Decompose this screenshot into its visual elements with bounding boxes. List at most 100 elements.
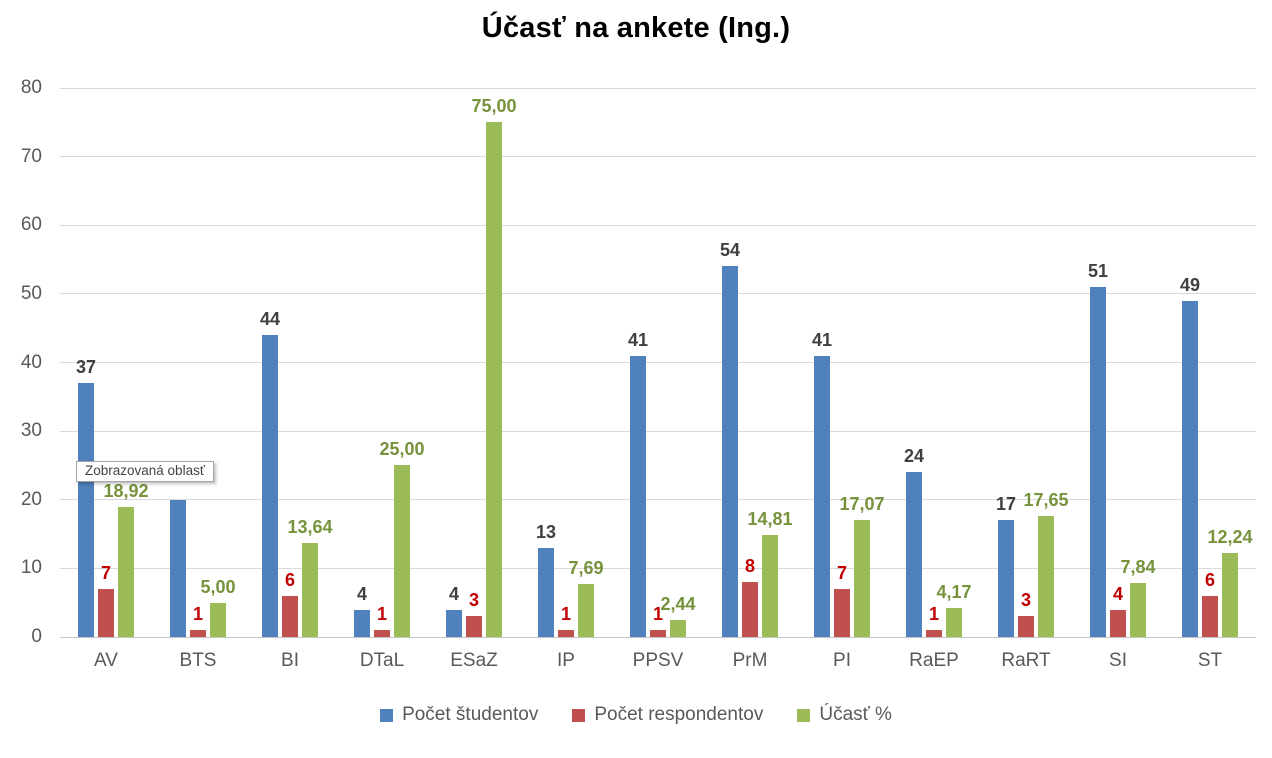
bar-value-label: 41 [811, 329, 833, 350]
legend-item-počet-respondentov[interactable]: Počet respondentov [572, 704, 763, 726]
bar-group-PPSV: 41 1 2,44 [612, 88, 704, 637]
plot-area-tooltip: Zobrazovaná oblasť [76, 461, 214, 482]
bar-účasť-%-DTaL[interactable]: 25,00 [379, 439, 425, 637]
bar-účasť-%-RaEP[interactable]: 4,17 [936, 582, 972, 637]
bar-počet-študentov-PI[interactable]: 41 [812, 330, 832, 637]
bar-počet-respondentov-BTS[interactable]: 1 [190, 604, 206, 637]
bar-počet-študentov-DTaL[interactable]: 4 [354, 584, 370, 637]
gridline [60, 224, 1256, 226]
gridline [60, 156, 1256, 158]
plot-area[interactable]: 37 7 18,92 1 5,00 44 6 13,64 4 1 25,00 4 3 75,00 13 1 7,… [60, 87, 1256, 638]
x-axis-label-PPSV: PPSV [632, 650, 684, 671]
bar-počet-respondentov-IP[interactable]: 1 [558, 604, 574, 637]
bar-value-label: 54 [719, 240, 741, 261]
bar-value-label: 1 [192, 604, 204, 625]
bar-účasť-%-SI[interactable]: 7,84 [1120, 557, 1156, 637]
x-axis-label-AV: AV [94, 650, 118, 671]
bar-počet-študentov-RaEP[interactable]: 24 [904, 446, 924, 637]
bar-počet-študentov-BTS[interactable] [170, 499, 186, 637]
y-axis-tick-label: 10 [20, 557, 42, 579]
bar-group-PrM: 54 8 14,81 [704, 88, 796, 637]
legend-item-počet-študentov[interactable]: Počet študentov [380, 704, 538, 726]
bar-value-label: 4 [1112, 583, 1124, 604]
bar-value-label: 6 [284, 569, 296, 590]
bar-účasť-%-PI[interactable]: 17,07 [839, 494, 885, 637]
bar-počet-študentov-ESaZ[interactable]: 4 [446, 584, 462, 637]
legend-swatch-icon [797, 708, 811, 722]
bar-value-label: 3 [468, 590, 480, 611]
bar-počet-študentov-AV[interactable]: 37 [76, 357, 96, 637]
y-axis: 0 10 20 30 40 50 60 70 80 [0, 77, 46, 647]
bar-počet-respondentov-BI[interactable]: 6 [282, 570, 298, 637]
bar-value-label: 7,84 [1120, 557, 1156, 578]
bar-value-label: 4,17 [936, 582, 972, 603]
bar-účasť-%-AV[interactable]: 18,92 [103, 481, 149, 637]
bar-počet-respondentov-ST[interactable]: 6 [1202, 570, 1218, 637]
bar-value-label: 7 [836, 562, 848, 583]
bar-value-label: 37 [75, 357, 97, 378]
bar-počet-respondentov-ESaZ[interactable]: 3 [466, 590, 482, 637]
legend-swatch-icon [572, 708, 586, 722]
bar-účasť-%-ST[interactable]: 12,24 [1207, 527, 1253, 637]
bar-počet-respondentov-SI[interactable]: 4 [1110, 584, 1126, 637]
y-axis-tick-label: 0 [31, 626, 42, 647]
bar-počet-respondentov-PrM[interactable]: 8 [742, 556, 758, 637]
bar-value-label: 25,00 [379, 439, 425, 460]
x-axis-label-PI: PI [833, 650, 851, 671]
bar-value-label: 6 [1204, 569, 1216, 590]
chart-title: Účasť na ankete (Ing.) [481, 12, 791, 44]
bar-value-label: 41 [627, 329, 649, 350]
x-axis: AV BTS BI DTaL ESaZ IP PPSV PrM PI RaEP RaRT SI ST [60, 650, 1256, 672]
legend-item-účasť-%[interactable]: Účasť % [797, 704, 892, 726]
bar-počet-respondentov-RaRT[interactable]: 3 [1018, 590, 1034, 637]
bar-value-label: 12,24 [1207, 527, 1253, 548]
bar-počet-respondentov-DTaL[interactable]: 1 [374, 604, 390, 637]
bar-účasť-%-PPSV[interactable]: 2,44 [660, 594, 696, 637]
legend-label: Účasť % [819, 704, 892, 725]
bar-group-PI: 41 7 17,07 [796, 88, 888, 637]
bar-group-RaEP: 24 1 4,17 [888, 88, 980, 637]
bar-počet-študentov-SI[interactable]: 51 [1088, 261, 1108, 637]
bar-počet-respondentov-PI[interactable]: 7 [834, 563, 850, 637]
bar-účasť-%-RaRT[interactable]: 17,65 [1023, 490, 1069, 637]
bar-počet-študentov-BI[interactable]: 44 [260, 309, 280, 637]
x-axis-label-IP: IP [557, 650, 575, 671]
bar-počet-študentov-RaRT[interactable]: 17 [996, 494, 1016, 637]
bar-počet-respondentov-AV[interactable]: 7 [98, 563, 114, 637]
bar-value-label: 17 [995, 494, 1017, 515]
bar-počet-študentov-PrM[interactable]: 54 [720, 240, 740, 637]
bar-value-label: 3 [1020, 590, 1032, 611]
bar-účasť-%-BTS[interactable]: 5,00 [200, 577, 236, 637]
bar-group-IP: 13 1 7,69 [520, 88, 612, 637]
bar-value-label: 4 [356, 583, 368, 604]
bar-value-label: 1 [928, 604, 940, 625]
bar-value-label: 1 [376, 604, 388, 625]
bar-účasť-%-BI[interactable]: 13,64 [287, 517, 333, 637]
bar-group-ST: 49 6 12,24 [1164, 88, 1256, 637]
bar-účasť-%-ESaZ[interactable]: 75,00 [471, 96, 517, 637]
bar-počet-študentov-PPSV[interactable]: 41 [628, 330, 648, 637]
bar-účasť-%-PrM[interactable]: 14,81 [747, 509, 793, 637]
bar-value-label: 5,00 [200, 576, 236, 597]
bar-value-label: 18,92 [103, 481, 149, 502]
x-axis-label-ESaZ: ESaZ [450, 650, 498, 671]
bar-počet-študentov-ST[interactable]: 49 [1180, 275, 1200, 637]
bar-group-BI: 44 6 13,64 [244, 88, 336, 637]
legend: Počet študentov Počet respondentov Účasť % [0, 704, 1272, 726]
bar-value-label: 51 [1087, 261, 1109, 282]
bar-počet-respondentov-RaEP[interactable]: 1 [926, 604, 942, 637]
bar-value-label: 14,81 [747, 509, 793, 530]
bar-group-RaRT: 17 3 17,65 [980, 88, 1072, 637]
bar-group-BTS: 1 5,00 [152, 88, 244, 637]
bar-účasť-%-IP[interactable]: 7,69 [568, 558, 604, 637]
bar-value-label: 49 [1179, 274, 1201, 295]
legend-label: Počet študentov [402, 704, 539, 725]
bar-počet-študentov-IP[interactable]: 13 [536, 522, 556, 637]
legend-swatch-icon [380, 708, 394, 722]
gridline [60, 499, 1256, 501]
x-axis-label-BTS: BTS [179, 650, 217, 671]
bar-value-label: 8 [744, 556, 756, 577]
bar-počet-respondentov-PPSV[interactable]: 1 [650, 604, 666, 637]
x-axis-label-PrM: PrM [732, 650, 768, 671]
